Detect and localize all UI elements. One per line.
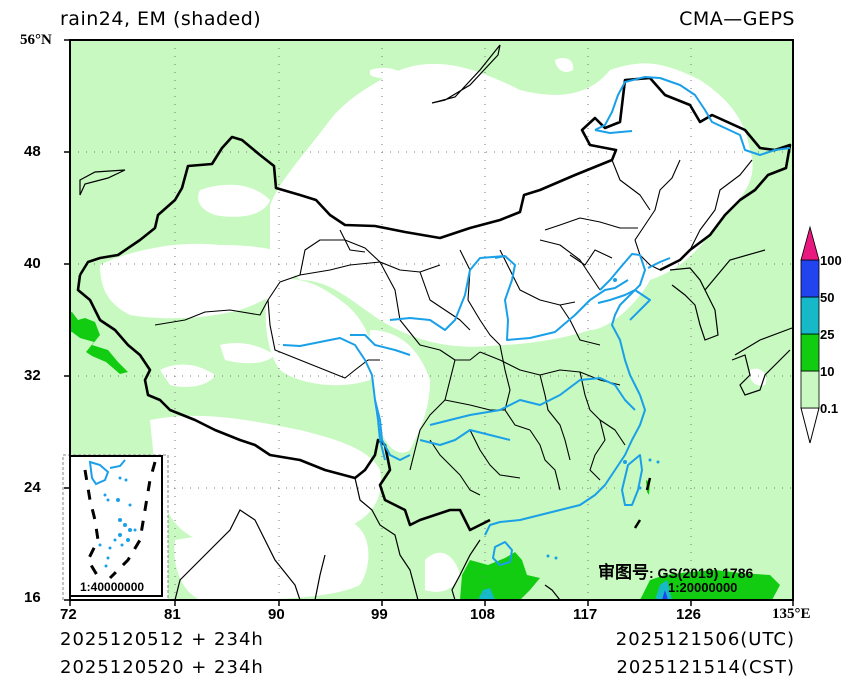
china-border (78, 76, 792, 276)
y-tick-16: 16 (24, 589, 41, 606)
y-tick-56: 56°N (20, 32, 52, 48)
south-china-sea-inset (62, 454, 169, 601)
approval-label-cn: 审图号 (598, 563, 649, 583)
colorbar-label-100: 100 (820, 253, 842, 268)
valid-time-utc: 2025121506(UTC) (615, 629, 795, 650)
colorbar-label-25: 25 (820, 327, 835, 342)
valid-time-cst: 2025121514(CST) (616, 657, 795, 678)
colorbar-label-0-1: 0.1 (820, 401, 839, 416)
y-tick-40: 40 (24, 255, 41, 272)
plot-frame (69, 39, 794, 601)
x-tick-72: 72 (60, 606, 77, 623)
inset-map-scale: 1:40000000 (80, 580, 145, 594)
x-tick-108: 108 (470, 606, 496, 623)
y-tick-48: 48 (24, 143, 41, 160)
x-tick-117: 117 (573, 606, 598, 623)
main-map-scale: 1:20000000 (668, 580, 738, 595)
x-tick-90: 90 (268, 606, 285, 623)
x-tick-135: 135°E (772, 606, 811, 622)
colorbar (800, 225, 820, 444)
approval-code: : GS(2019) 1786 (649, 565, 754, 581)
y-tick-32: 32 (24, 367, 41, 384)
colorbar-label-50: 50 (820, 290, 835, 305)
x-tick-81: 81 (164, 606, 181, 623)
x-tick-126: 126 (676, 606, 702, 623)
colorbar-label-10: 10 (820, 364, 835, 379)
init-time-utc: 2025120512 + 234h (60, 629, 264, 650)
model-name: CMA—GEPS (679, 8, 795, 30)
heavy-rain-region-pamir (70, 312, 128, 374)
heavy-rain-region-indochina (460, 552, 540, 600)
heavy-rain-region-philippine-sea (640, 570, 780, 600)
map-approval-number: 审图号: GS(2019) 1786 (598, 558, 753, 583)
init-time-cst: 2025120520 + 234h (60, 657, 264, 678)
chart-title: rain24, EM (shaded) (60, 8, 262, 30)
x-tick-99: 99 (371, 606, 388, 623)
y-tick-24: 24 (24, 479, 41, 496)
